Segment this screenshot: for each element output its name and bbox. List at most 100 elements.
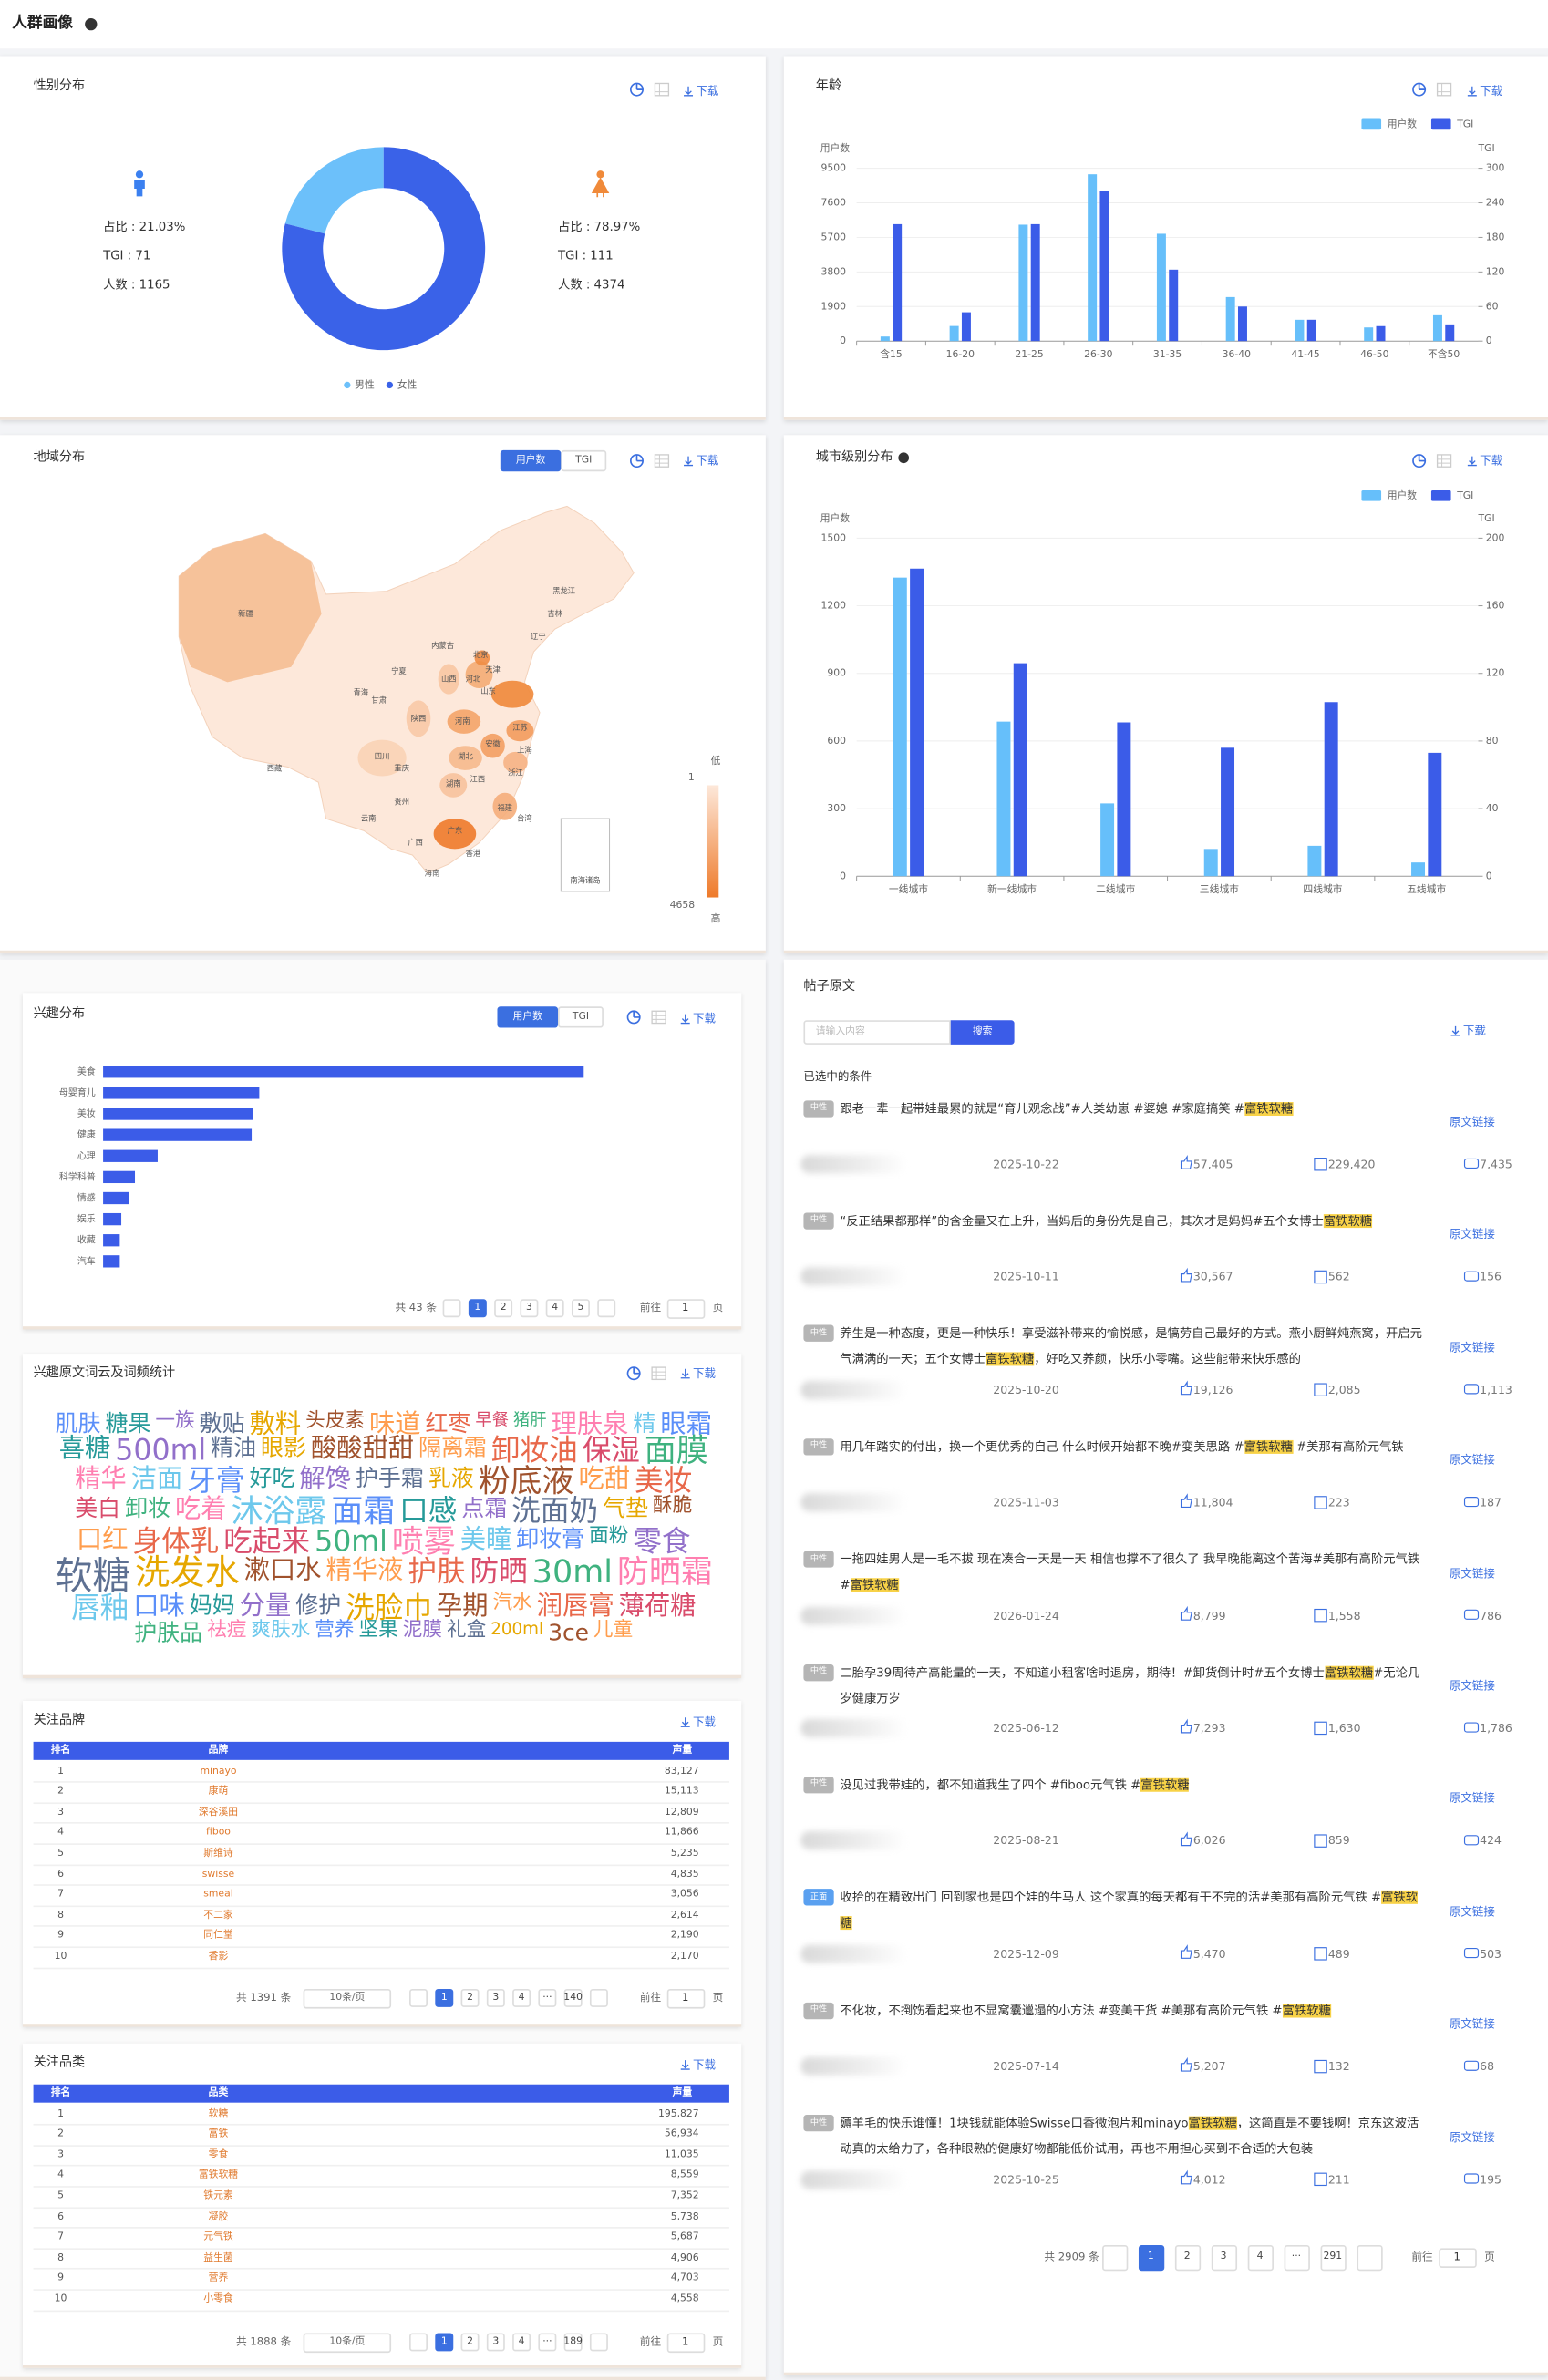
source-link[interactable]: 原文链接 [1449,1115,1495,1129]
page-number[interactable]: 1 [440,1990,448,2004]
name-cell[interactable]: 香影 [208,1949,229,1963]
name-cell[interactable]: 不二家 [203,1908,233,1921]
page-size-label[interactable]: 10条/页 [329,2334,366,2347]
next-page[interactable] [597,1299,616,1318]
page-button[interactable] [460,1988,480,2007]
page-button[interactable] [494,1299,513,1318]
page-number[interactable]: 1 [1147,2250,1154,2262]
next-page[interactable] [1356,2244,1382,2271]
search-button-label[interactable]: 搜索 [972,1025,993,1037]
goto-value[interactable]: 1 [1453,2251,1460,2263]
prev-page[interactable] [409,1988,428,2007]
source-link[interactable]: 原文链接 [1449,1678,1495,1693]
source-link[interactable]: 原文链接 [1449,1904,1495,1919]
name-cell[interactable]: 富铁 [208,2127,229,2140]
goto-input[interactable] [666,2332,706,2353]
page-button[interactable] [1246,2244,1274,2271]
source-link[interactable]: 原文链接 [1449,1340,1495,1355]
name-cell[interactable]: 益生菌 [203,2251,233,2263]
page-button[interactable] [545,1299,564,1318]
prev-page[interactable] [1101,2244,1128,2271]
prev-page[interactable] [442,1299,461,1318]
source-link[interactable]: 原文链接 [1449,1453,1495,1468]
goto-input[interactable] [1439,2247,1477,2268]
page-number[interactable]: 3 [492,2334,500,2347]
name-cell[interactable]: 凝胶 [208,2210,229,2222]
page-number[interactable]: 5 [577,1301,584,1314]
page-button[interactable] [1210,2244,1237,2271]
source-link[interactable]: 原文链接 [1449,1227,1495,1242]
page-button[interactable] [468,1299,487,1318]
page-button[interactable] [512,2333,531,2352]
page-button[interactable] [520,1299,539,1318]
download-button[interactable]: 下载 [693,2057,716,2072]
name-cell[interactable]: minayo [200,1764,237,1777]
page-button[interactable] [563,1988,583,2007]
page-number[interactable]: ··· [542,1990,552,2004]
page-number[interactable]: 1 [474,1301,481,1314]
page-number[interactable]: 291 [1323,2250,1343,2262]
search-input[interactable] [803,1020,951,1045]
name-cell[interactable]: 富铁软糖 [198,2169,239,2181]
page-button[interactable] [512,1988,531,2007]
page-number[interactable]: 4 [518,1990,525,2004]
name-cell[interactable]: 铁元素 [203,2189,233,2201]
name-cell[interactable]: 软糖 [208,2107,229,2119]
page-number[interactable]: 1 [440,2334,448,2347]
name-cell[interactable]: 元气铁 [203,2230,233,2243]
source-link[interactable]: 原文链接 [1449,2017,1495,2031]
download-button[interactable]: 下载 [693,1012,716,1026]
tab-label[interactable]: 用户数 [515,453,546,466]
source-link[interactable]: 原文链接 [1449,1791,1495,1806]
name-cell[interactable]: 营养 [208,2272,229,2284]
name-cell[interactable]: smeal [203,1888,233,1901]
page-number[interactable]: 189 [563,2334,583,2347]
download-button[interactable]: 下载 [1480,84,1503,98]
page-button[interactable] [435,1988,454,2007]
download-button[interactable]: 下载 [1480,454,1503,469]
goto-input[interactable] [666,1988,706,2008]
name-cell[interactable]: fiboo [206,1826,231,1839]
page-number[interactable]: 2 [1183,2250,1191,2262]
page-button[interactable] [1319,2244,1346,2271]
tab-label[interactable]: 用户数 [512,1009,542,1023]
tab-tgi[interactable] [561,449,607,472]
page-button[interactable] [538,2333,557,2352]
download-button[interactable]: 下载 [693,1715,716,1729]
next-page[interactable] [589,1988,608,2007]
page-number[interactable]: 140 [563,1990,583,2004]
page-number[interactable]: ··· [542,2334,552,2347]
download-button[interactable]: 下载 [1462,1024,1486,1038]
page-button[interactable] [563,2333,583,2352]
source-link[interactable]: 原文链接 [1449,1566,1495,1581]
page-number[interactable]: 2 [467,1990,473,2004]
name-cell[interactable]: 同仁堂 [203,1929,233,1942]
name-cell[interactable]: 零食 [208,2148,229,2160]
tab-label[interactable]: TGI [572,1009,590,1023]
download-button[interactable]: 下载 [696,454,719,469]
page-number[interactable]: 4 [518,2334,525,2347]
source-link[interactable]: 原文链接 [1449,2129,1495,2144]
page-number[interactable]: 3 [1220,2250,1227,2262]
page-button[interactable] [571,1299,590,1318]
download-button[interactable]: 下载 [693,1366,716,1381]
page-button[interactable] [538,1988,557,2007]
page-button[interactable] [460,2333,480,2352]
page-button[interactable] [1174,2244,1201,2271]
tab-users[interactable] [500,449,562,472]
page-number[interactable]: 4 [552,1301,559,1314]
name-cell[interactable]: 深谷溪田 [198,1805,239,1818]
prev-page[interactable] [409,2333,428,2352]
goto-input[interactable] [666,1298,706,1319]
page-button[interactable] [435,2333,454,2352]
page-number[interactable]: 3 [492,1990,500,2004]
search-button[interactable] [950,1020,1015,1045]
name-cell[interactable]: 斯维诗 [203,1846,233,1860]
page-number[interactable]: ··· [1291,2250,1302,2262]
page-number[interactable]: 3 [525,1301,532,1314]
name-cell[interactable]: 康萌 [208,1784,229,1798]
download-button[interactable]: 下载 [696,84,719,98]
page-button[interactable] [1283,2244,1310,2271]
page-button[interactable] [486,1988,505,2007]
name-cell[interactable]: swisse [201,1867,235,1880]
